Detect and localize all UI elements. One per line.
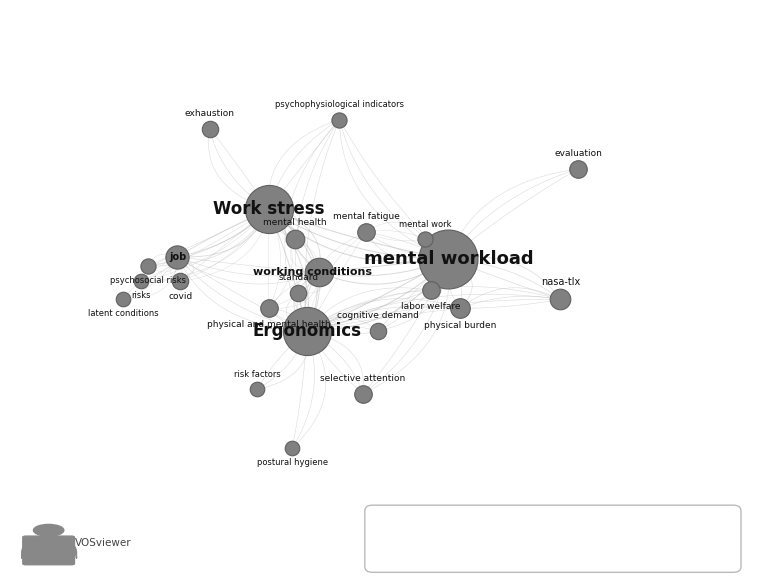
Text: Work stress: Work stress xyxy=(213,200,325,218)
Text: job: job xyxy=(169,252,186,262)
Point xyxy=(572,164,584,173)
Point xyxy=(301,326,313,336)
Text: risk factors: risk factors xyxy=(233,370,280,380)
Text: selective attention: selective attention xyxy=(321,374,406,383)
Point xyxy=(313,268,325,277)
Text: mental fatigue: mental fatigue xyxy=(333,212,399,221)
Text: exhaustion: exhaustion xyxy=(185,109,235,118)
Text: risks: risks xyxy=(131,291,150,300)
Text: physical burden: physical burden xyxy=(424,321,496,329)
Text: nasa-tlx: nasa-tlx xyxy=(540,277,580,287)
Point xyxy=(442,254,454,263)
Point xyxy=(289,234,301,244)
Text: psychophysiological indicators: psychophysiological indicators xyxy=(275,100,404,109)
Point xyxy=(287,443,299,453)
Text: postural hygiene: postural hygiene xyxy=(257,458,328,467)
Circle shape xyxy=(33,524,64,536)
Text: evaluation: evaluation xyxy=(554,149,602,158)
Point xyxy=(135,277,147,286)
Point xyxy=(454,304,467,313)
Point xyxy=(251,385,263,394)
Point xyxy=(419,234,431,244)
Text: working conditions: working conditions xyxy=(253,267,372,277)
Point xyxy=(263,205,275,214)
Text: physical and mental health: physical and mental health xyxy=(207,319,331,329)
Point xyxy=(263,304,275,313)
Text: latent conditions: latent conditions xyxy=(88,310,159,318)
Point xyxy=(372,326,384,336)
Text: cognitive demand: cognitive demand xyxy=(337,311,419,320)
Text: covid: covid xyxy=(168,292,192,301)
Text: labor welfare: labor welfare xyxy=(401,302,461,311)
Text: mental health: mental health xyxy=(264,218,327,227)
Point xyxy=(117,295,129,304)
Point xyxy=(292,288,304,297)
Point xyxy=(174,277,186,286)
Text: psychosocial risks: psychosocial risks xyxy=(110,276,186,285)
Point xyxy=(425,286,437,295)
Text: standard: standard xyxy=(278,273,318,282)
Point xyxy=(360,227,372,237)
Point xyxy=(204,124,216,133)
Text: mental workload: mental workload xyxy=(363,250,534,268)
FancyBboxPatch shape xyxy=(23,536,74,565)
FancyBboxPatch shape xyxy=(8,511,175,575)
Point xyxy=(142,261,154,270)
Point xyxy=(172,252,184,262)
Point xyxy=(334,115,346,124)
Point xyxy=(554,295,566,304)
Text: VOSviewer: VOSviewer xyxy=(75,538,131,548)
Text: Ergonomics: Ergonomics xyxy=(252,322,362,340)
Point xyxy=(357,389,369,398)
Text: mental work: mental work xyxy=(398,220,451,228)
